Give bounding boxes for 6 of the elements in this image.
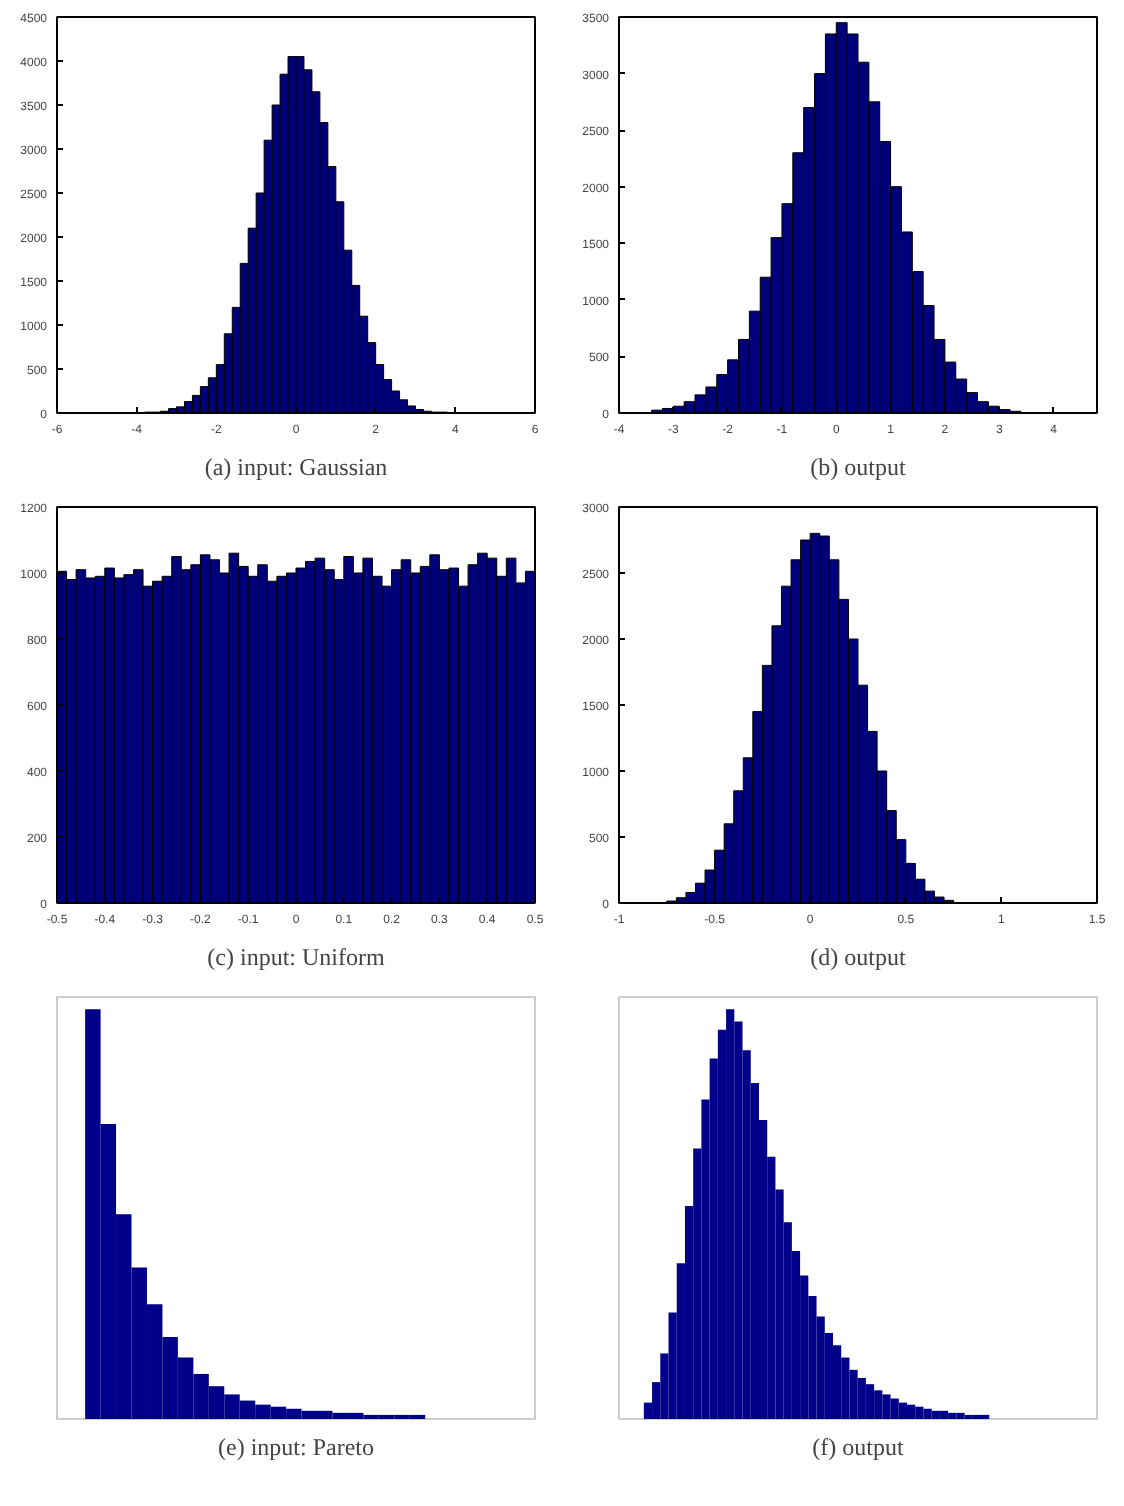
text: (e) input: Pareto: [218, 1433, 374, 1461]
text: (c) input: Uniform: [207, 943, 386, 971]
text: (f) output: [812, 1433, 905, 1461]
text: (a) input: Gaussian: [204, 453, 388, 481]
text: (d) output: [810, 943, 907, 971]
text: (b) output: [810, 453, 907, 481]
